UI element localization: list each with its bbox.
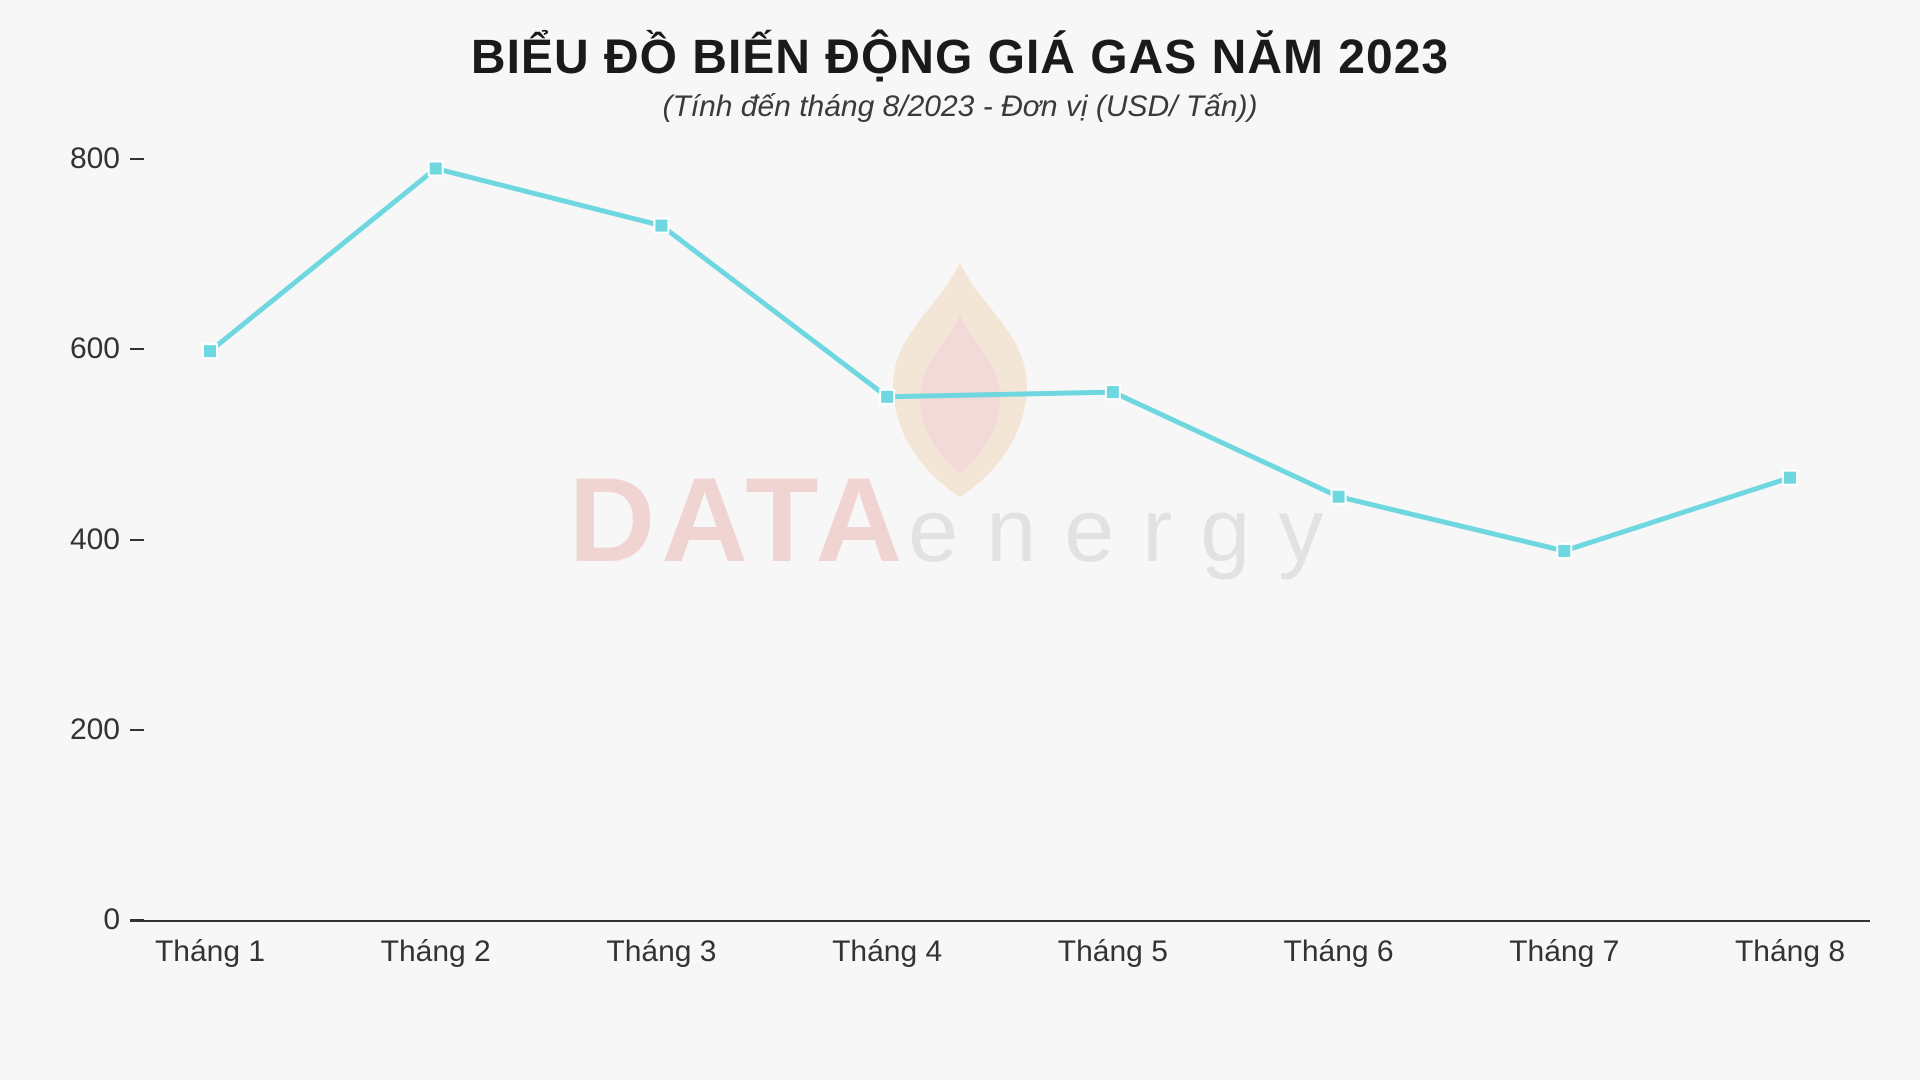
data-marker	[880, 390, 894, 404]
data-marker	[203, 344, 217, 358]
series-markers	[203, 162, 1797, 558]
line-plot	[0, 0, 1920, 1080]
series-line	[210, 169, 1790, 551]
data-marker	[1106, 385, 1120, 399]
gas-price-chart: BIỂU ĐỒ BIẾN ĐỘNG GIÁ GAS NĂM 2023 (Tính…	[0, 0, 1920, 1080]
data-marker	[1783, 471, 1797, 485]
data-marker	[654, 219, 668, 233]
data-marker	[429, 162, 443, 176]
data-marker	[1557, 544, 1571, 558]
data-marker	[1332, 490, 1346, 504]
